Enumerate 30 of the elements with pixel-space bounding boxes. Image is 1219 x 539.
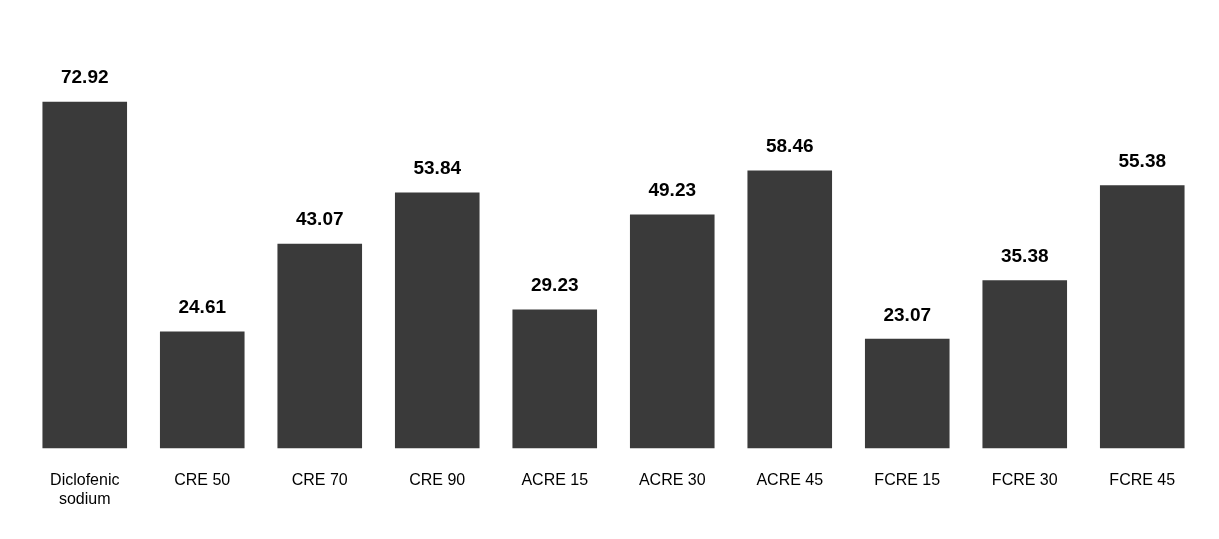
x-tick-label: ACRE 15 <box>521 470 589 488</box>
data-label: 24.61 <box>178 296 227 318</box>
bar <box>512 309 598 449</box>
data-label: 43.07 <box>295 208 344 230</box>
bar <box>629 214 715 449</box>
x-tick-label: CRE 50 <box>174 470 231 488</box>
bar <box>864 338 950 449</box>
x-tick-label: FCRE 45 <box>1109 470 1176 488</box>
bar <box>159 331 245 449</box>
x-tick-label: ACRE 30 <box>638 470 706 488</box>
bar <box>42 101 128 449</box>
data-label: 49.23 <box>648 179 697 201</box>
data-label: 58.46 <box>765 135 814 157</box>
data-label: 72.92 <box>60 66 109 88</box>
data-label: 53.84 <box>413 157 462 179</box>
x-tick-label: Diclofenic sodium <box>50 470 120 507</box>
x-tick-label: FCRE 15 <box>874 470 941 488</box>
data-label: 29.23 <box>530 274 579 296</box>
x-tick-label: CRE 70 <box>291 470 348 488</box>
bar <box>982 280 1068 449</box>
data-label: 55.38 <box>1118 149 1167 171</box>
x-tick-label: CRE 90 <box>409 470 466 488</box>
x-tick-label: ACRE 45 <box>756 470 824 488</box>
bar <box>394 192 480 449</box>
bar <box>277 243 363 449</box>
bar <box>747 170 833 449</box>
data-label: 35.38 <box>1000 245 1049 267</box>
data-label: 23.07 <box>883 303 932 325</box>
x-tick-label: FCRE 30 <box>991 470 1058 488</box>
bar <box>1099 185 1185 449</box>
